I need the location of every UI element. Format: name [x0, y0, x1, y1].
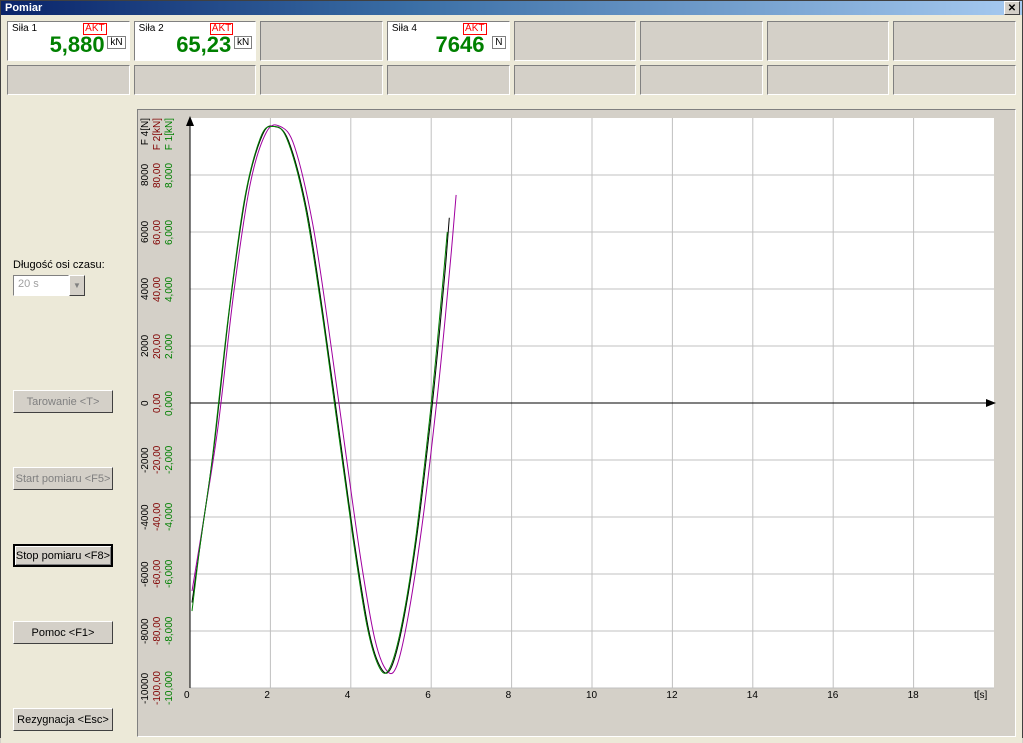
meter-unit: kN	[234, 36, 252, 49]
x-tick-label: 4	[345, 690, 351, 701]
tarowanie-button[interactable]: Tarowanie <T>	[13, 390, 113, 413]
chart-svg	[138, 110, 1004, 706]
meter-cell-empty	[514, 21, 637, 61]
y-tick-label: -8000	[140, 613, 151, 649]
y-tick-label: -20,00	[152, 442, 163, 478]
meter-cell-empty	[640, 21, 763, 61]
y-tick-label: -80,00	[152, 613, 163, 649]
x-tick-label: 10	[586, 690, 597, 701]
x-tick-label: 0	[184, 690, 190, 701]
meter-cell-empty	[387, 65, 510, 95]
y-tick-label: 6000	[140, 214, 151, 250]
meter-cell-empty	[640, 65, 763, 95]
y-tick-label: -40,00	[152, 499, 163, 535]
x-tick-label: 14	[747, 690, 758, 701]
meter-label: Siła 1	[12, 23, 37, 34]
y-axis-name: F 1[kN]	[164, 118, 175, 150]
y-tick-label: 0	[140, 385, 151, 421]
x-tick-label: 18	[908, 690, 919, 701]
y-axis-name: F 2[kN]	[152, 118, 163, 150]
y-tick-label: -6,000	[164, 556, 175, 592]
x-tick-label: 8	[506, 690, 512, 701]
stop-pomiaru-button[interactable]: Stop pomiaru <F8>	[13, 544, 113, 567]
meter-cell-empty	[260, 21, 383, 61]
chevron-down-icon[interactable]: ▼	[69, 275, 85, 296]
chart-panel: F 4[N]F 2[kN]F 1[kN] -10000-100,00-10,000…	[137, 109, 1016, 737]
main-area: Długość osi czasu: 20 s ▼ Tarowanie <T> …	[7, 109, 1016, 737]
chart-frame: F 4[N]F 2[kN]F 1[kN] -10000-100,00-10,000…	[137, 109, 1016, 737]
content-area: Siła 1AKTkN5,880Siła 2AKTkN65,23Siła 4AK…	[1, 15, 1022, 743]
start-pomiaru-button[interactable]: Start pomiaru <F5>	[13, 467, 113, 490]
time-axis-label: Długość osi czasu:	[13, 259, 131, 271]
close-icon[interactable]: ✕	[1004, 1, 1020, 15]
meter-cell-empty	[893, 65, 1016, 95]
meter-value: 7646	[436, 32, 485, 58]
time-axis-select[interactable]: 20 s ▼	[13, 275, 85, 296]
y-tick-label: 0,000	[164, 385, 175, 421]
y-tick-label: -2,000	[164, 442, 175, 478]
y-tick-label: -4,000	[164, 499, 175, 535]
meter-cell-filled: Siła 4AKTN7646	[387, 21, 510, 61]
x-tick-label: 2	[264, 690, 270, 701]
meter-value: 65,23	[176, 32, 231, 58]
y-tick-label: 40,00	[152, 271, 163, 307]
y-axis-name: F 4[N]	[140, 118, 151, 145]
y-tick-label: 2000	[140, 328, 151, 364]
meter-cell-empty	[767, 21, 890, 61]
x-axis-label: t[s]	[974, 690, 987, 701]
y-tick-label: -10000	[140, 670, 151, 706]
y-tick-label: 8000	[140, 157, 151, 193]
meter-cell-empty	[893, 21, 1016, 61]
meter-row-secondary	[7, 65, 1016, 95]
y-tick-label: 2,000	[164, 328, 175, 364]
y-tick-label: -4000	[140, 499, 151, 535]
meter-cell-empty	[767, 65, 890, 95]
meter-cell-empty	[134, 65, 257, 95]
y-tick-label: -100,00	[152, 670, 163, 706]
meter-unit: N	[492, 36, 505, 49]
y-tick-label: 0,00	[152, 385, 163, 421]
meter-cell-filled: Siła 2AKTkN65,23	[134, 21, 257, 61]
y-tick-label: -2000	[140, 442, 151, 478]
meter-cell-empty	[514, 65, 637, 95]
x-tick-label: 12	[666, 690, 677, 701]
y-tick-label: 6,000	[164, 214, 175, 250]
y-tick-label: 60,00	[152, 214, 163, 250]
meter-unit: kN	[107, 36, 125, 49]
meter-cell-empty	[260, 65, 383, 95]
meter-cell-filled: Siła 1AKTkN5,880	[7, 21, 130, 61]
y-tick-label: -8,000	[164, 613, 175, 649]
measurement-window: Pomiar ✕ Siła 1AKTkN5,880Siła 2AKTkN65,2…	[0, 0, 1023, 738]
pomoc-button[interactable]: Pomoc <F1>	[13, 621, 113, 644]
y-tick-label: 4000	[140, 271, 151, 307]
y-tick-label: 80,00	[152, 157, 163, 193]
meter-value: 5,880	[50, 32, 105, 58]
meter-cell-empty	[7, 65, 130, 95]
meter-label: Siła 4	[392, 23, 417, 34]
y-tick-label: -10,000	[164, 670, 175, 706]
window-title: Pomiar	[5, 2, 1004, 14]
side-panel: Długość osi czasu: 20 s ▼ Tarowanie <T> …	[7, 109, 137, 737]
x-tick-label: 6	[425, 690, 431, 701]
meter-label: Siła 2	[139, 23, 164, 34]
y-tick-label: -60,00	[152, 556, 163, 592]
meter-row: Siła 1AKTkN5,880Siła 2AKTkN65,23Siła 4AK…	[7, 21, 1016, 61]
y-tick-label: 4,000	[164, 271, 175, 307]
x-tick-label: 16	[827, 690, 838, 701]
y-tick-label: 8,000	[164, 157, 175, 193]
titlebar: Pomiar ✕	[1, 1, 1022, 15]
y-tick-label: -6000	[140, 556, 151, 592]
rezygnacja-button[interactable]: Rezygnacja <Esc>	[13, 708, 113, 731]
time-axis-value: 20 s	[13, 275, 69, 296]
y-tick-label: 20,00	[152, 328, 163, 364]
